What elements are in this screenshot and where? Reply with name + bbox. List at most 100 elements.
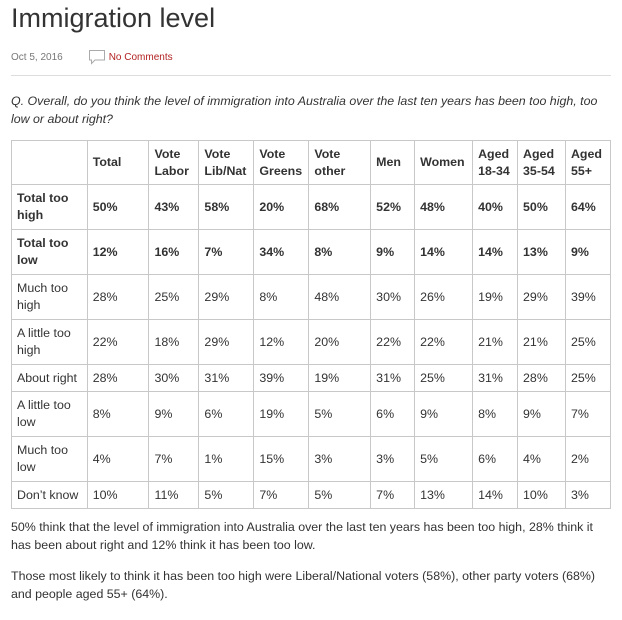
- row-label: A little too high: [11, 319, 88, 366]
- speech-bubble-icon: [88, 50, 105, 65]
- table-cell: 25%: [564, 319, 612, 366]
- column-header: Total: [86, 140, 150, 186]
- table-cell: 13%: [414, 481, 474, 510]
- table-cell: 5%: [308, 481, 372, 510]
- survey-question: Q. Overall, do you think the level of im…: [11, 94, 598, 126]
- column-header: Vote Lib/Nat: [198, 140, 255, 186]
- table-cell: 22%: [370, 319, 416, 366]
- table-cell: 20%: [253, 184, 310, 231]
- table-cell: 22%: [414, 319, 474, 366]
- table-cell: 14%: [472, 481, 519, 510]
- column-header: Vote Greens: [253, 140, 310, 186]
- table-header-row: Total Vote Labor Vote Lib/Nat Vote Green…: [11, 140, 612, 186]
- table-cell: 19%: [253, 391, 310, 438]
- table-cell: 5%: [308, 391, 372, 438]
- table-cell: 39%: [564, 274, 612, 321]
- table-cell: 30%: [148, 364, 200, 393]
- table-cell: 4%: [86, 436, 150, 483]
- column-header: Aged 35-54: [517, 140, 566, 186]
- table-cell: 28%: [86, 274, 150, 321]
- column-header: Women: [414, 140, 474, 186]
- row-label: Much too low: [11, 436, 88, 483]
- column-header: Men: [370, 140, 416, 186]
- table-cell: 15%: [253, 436, 310, 483]
- table-cell: 7%: [370, 481, 416, 510]
- table-cell: 58%: [198, 184, 255, 231]
- table-cell: 2%: [564, 436, 612, 483]
- table-cell: 9%: [370, 229, 416, 276]
- table-cell: 8%: [86, 391, 150, 438]
- table-cell: 9%: [414, 391, 474, 438]
- table-cell: 39%: [253, 364, 310, 393]
- row-label: Total too low: [11, 229, 88, 276]
- table-cell: 29%: [517, 274, 566, 321]
- results-table: Total Vote Labor Vote Lib/Nat Vote Green…: [11, 140, 612, 510]
- table-cell: 64%: [564, 184, 612, 231]
- table-cell: 21%: [517, 319, 566, 366]
- summary-paragraph: 50% think that the level of immigration …: [11, 520, 594, 553]
- column-header: Aged 18-34: [472, 140, 519, 186]
- comments-link[interactable]: No Comments: [108, 52, 173, 63]
- table-cell: 29%: [198, 319, 255, 366]
- post-meta: Oct 5, 2016 No Comments: [11, 49, 611, 76]
- table-cell: 28%: [517, 364, 566, 393]
- table-row: A little too high 22% 18% 29% 12% 20% 22% 22% 21…: [11, 319, 612, 366]
- table-cell: 5%: [198, 481, 255, 510]
- table-cell: 11%: [148, 481, 200, 510]
- table-cell: 48%: [414, 184, 474, 231]
- table-row: About right 28% 30% 31% 39% 19% 31% 25% 31% 28% 25…: [11, 364, 612, 393]
- table-cell: 19%: [472, 274, 519, 321]
- table-cell: 16%: [148, 229, 200, 276]
- table-cell: 52%: [370, 184, 416, 231]
- table-cell: 26%: [414, 274, 474, 321]
- table-cell: 22%: [86, 319, 150, 366]
- table-row: Don’t know 10% 11% 5% 7% 5% 7% 13% 14% 10% 3%: [11, 481, 612, 510]
- table-cell: 9%: [148, 391, 200, 438]
- row-label: Don’t know: [11, 481, 88, 510]
- column-header: Vote Labor: [148, 140, 200, 186]
- table-cell: 25%: [414, 364, 474, 393]
- table-cell: 3%: [308, 436, 372, 483]
- table-cell: 68%: [308, 184, 372, 231]
- table-cell: 12%: [86, 229, 150, 276]
- row-label: A little too low: [11, 391, 88, 438]
- table-cell: 10%: [86, 481, 150, 510]
- post-date: Oct 5, 2016: [11, 52, 63, 63]
- table-cell: 31%: [198, 364, 255, 393]
- table-row: Much too high 28% 25% 29% 8% 48% 30% 26% 19% 29% 3…: [11, 274, 612, 321]
- table-row: A little too low 8% 9% 6% 19% 5% 6% 9% 8% 9% 7%: [11, 391, 612, 438]
- row-label: Much too high: [11, 274, 88, 321]
- comments-link-group[interactable]: No Comments: [88, 49, 173, 65]
- table-cell: 40%: [472, 184, 519, 231]
- table-cell: 14%: [472, 229, 519, 276]
- table-cell: 13%: [517, 229, 566, 276]
- table-row: Much too low 4% 7% 1% 15% 3% 3% 5% 6% 4% 2%: [11, 436, 612, 483]
- table-cell: 8%: [472, 391, 519, 438]
- column-header: Aged 55+: [564, 140, 612, 186]
- table-cell: 7%: [253, 481, 310, 510]
- article: Immigration level Oct 5, 2016 No Comment…: [11, 3, 612, 601]
- page-title: Immigration level: [11, 3, 216, 33]
- table-cell: 7%: [564, 391, 612, 438]
- table-cell: 28%: [86, 364, 150, 393]
- table-cell: 50%: [517, 184, 566, 231]
- table-cell: 34%: [253, 229, 310, 276]
- table-cell: 9%: [517, 391, 566, 438]
- row-label: About right: [11, 364, 88, 393]
- summary-paragraph: Those most likely to think it has been t…: [11, 568, 596, 601]
- table-cell: 50%: [86, 184, 150, 231]
- table-cell: 21%: [472, 319, 519, 366]
- column-header: [11, 140, 88, 186]
- table-row: Total too high 50% 43% 58% 20% 68% 52% 48% 40% 50…: [11, 184, 612, 231]
- table-cell: 8%: [308, 229, 372, 276]
- table-cell: 48%: [308, 274, 372, 321]
- column-header: Vote other: [308, 140, 372, 186]
- table-cell: 3%: [564, 481, 612, 510]
- table-cell: 19%: [308, 364, 372, 393]
- table-cell: 20%: [308, 319, 372, 366]
- table-cell: 5%: [414, 436, 474, 483]
- row-label: Total too high: [11, 184, 88, 231]
- table-cell: 31%: [370, 364, 416, 393]
- table-cell: 9%: [564, 229, 612, 276]
- table-cell: 6%: [198, 391, 255, 438]
